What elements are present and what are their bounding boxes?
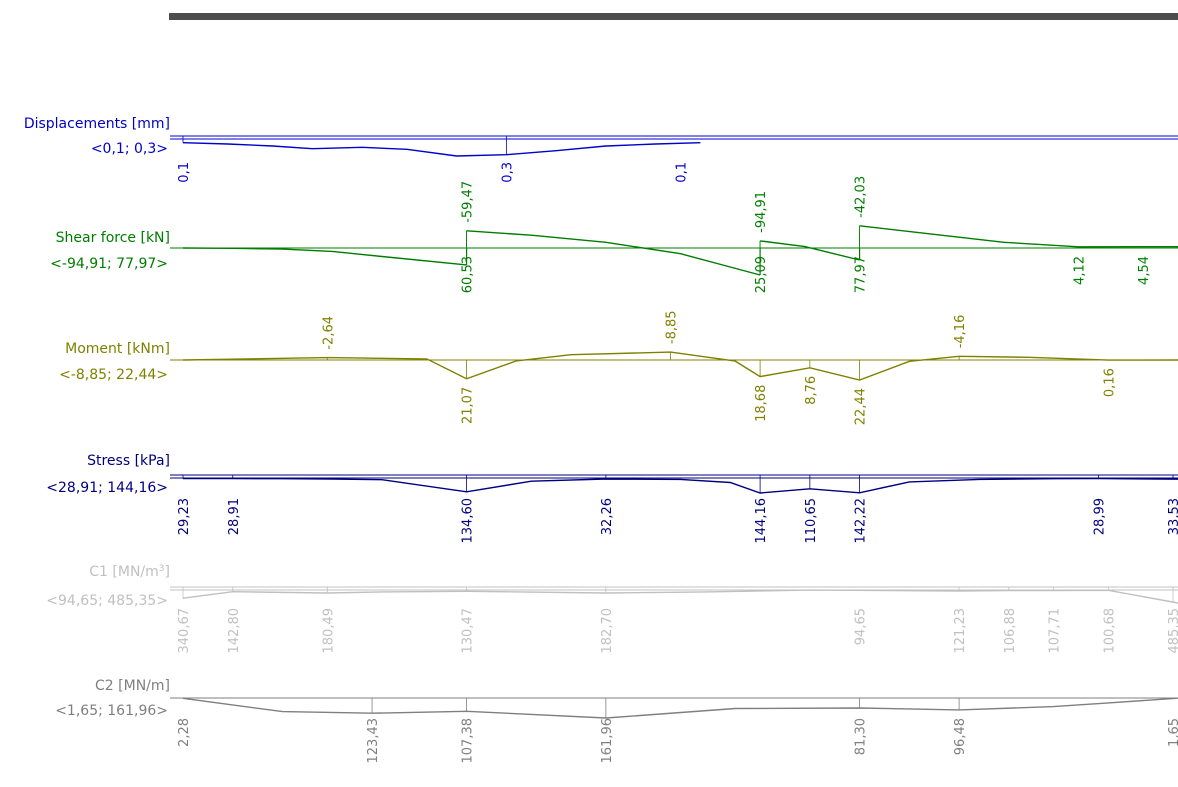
value-label-moment-0: -2,64: [321, 316, 336, 350]
series-line-c2-0: [182, 697, 1178, 719]
value-label-c1-1: 142,80: [227, 608, 242, 654]
panel-title-stress: Stress [kPa]: [87, 453, 170, 469]
value-label-c1-6: 121,23: [953, 608, 968, 654]
panel-title-c2: C2 [MN/m]: [95, 678, 170, 694]
value-label-stress-7: 28,99: [1092, 498, 1107, 535]
value-label-shear-1: 60,53: [461, 256, 476, 293]
value-label-c2-5: 96,48: [953, 718, 968, 755]
series-line-c1-0: [182, 589, 1178, 604]
value-label-shear-3: 25,09: [754, 256, 769, 293]
series-line-stress-0: [183, 477, 1178, 494]
value-label-stress-2: 134,60: [461, 498, 476, 544]
value-label-moment-4: 18,68: [754, 385, 769, 422]
value-label-c1-5: 94,65: [854, 608, 869, 645]
value-label-moment-3: 21,07: [461, 387, 476, 424]
value-label-moment-1: -8,85: [665, 310, 680, 344]
value-label-c1-9: 100,68: [1102, 608, 1117, 654]
value-label-shear-0: -59,47: [461, 181, 476, 223]
panel-range-shear: <-94,91; 77,97>: [50, 256, 168, 272]
value-label-stress-1: 28,91: [227, 498, 242, 535]
value-label-shear-5: 77,97: [854, 256, 869, 293]
value-label-c2-3: 161,96: [600, 718, 615, 764]
panel-range-disp: <0,1; 0,3>: [91, 141, 168, 157]
panel-range-stress: <28,91; 144,16>: [46, 480, 168, 496]
panel-range-c1: <94,65; 485,35>: [46, 593, 168, 609]
panel-range-moment: <-8,85; 22,44>: [59, 367, 168, 383]
value-label-shear-4: -42,03: [854, 176, 869, 218]
value-label-stress-5: 110,65: [804, 498, 819, 544]
value-label-moment-5: 8,76: [804, 376, 819, 405]
value-label-c1-8: 107,71: [1048, 608, 1063, 654]
series-line-shear-2: [760, 240, 860, 261]
value-label-c1-7: 106,88: [1003, 608, 1018, 654]
value-label-moment-6: 22,44: [854, 388, 869, 425]
value-label-moment-2: -4,16: [953, 315, 968, 349]
value-label-disp-2: 0,1: [675, 162, 690, 183]
value-label-stress-0: 29,23: [177, 498, 192, 535]
value-label-stress-4: 144,16: [754, 498, 769, 544]
panel-range-c2: <1,65; 161,96>: [55, 703, 168, 719]
value-label-c1-3: 130,47: [461, 608, 476, 654]
series-line-shear-1: [466, 230, 761, 276]
value-label-stress-6: 142,22: [854, 498, 869, 544]
value-label-stress-3: 32,26: [600, 498, 615, 535]
value-label-shear-7: 4,54: [1137, 256, 1152, 285]
panel-title-moment: Moment [kNm]: [65, 341, 170, 357]
value-label-c1-2: 180,49: [321, 608, 336, 654]
value-label-c1-4: 182,70: [600, 608, 615, 654]
series-line-moment-0: [182, 351, 1178, 381]
value-label-c1-0: 340,67: [177, 608, 192, 654]
value-label-disp-1: 0,3: [500, 162, 515, 183]
panel-title-disp: Displacements [mm]: [24, 116, 170, 132]
value-label-c2-4: 81,30: [854, 718, 869, 755]
series-line-shear-3: [859, 225, 1178, 248]
value-label-c1-10: 485,35: [1167, 608, 1178, 654]
panel-title-shear: Shear force [kN]: [56, 230, 170, 246]
value-label-c2-6: 1,65: [1167, 718, 1178, 747]
panel-title-c1: C1 [MN/m3]: [89, 564, 170, 580]
beam-bar: [169, 13, 1178, 20]
series-line-disp-0: [182, 142, 701, 157]
value-label-shear-6: 4,12: [1073, 256, 1088, 285]
value-label-moment-7: 0,16: [1102, 368, 1117, 397]
value-label-c2-0: 2,28: [177, 718, 192, 747]
value-label-c2-2: 107,38: [461, 718, 476, 764]
value-label-c2-1: 123,43: [366, 718, 381, 764]
series-line-shear-0: [182, 247, 467, 266]
value-label-shear-2: -94,91: [754, 191, 769, 233]
value-label-disp-0: 0,1: [177, 162, 192, 183]
value-label-stress-8: 33,53: [1167, 498, 1178, 535]
